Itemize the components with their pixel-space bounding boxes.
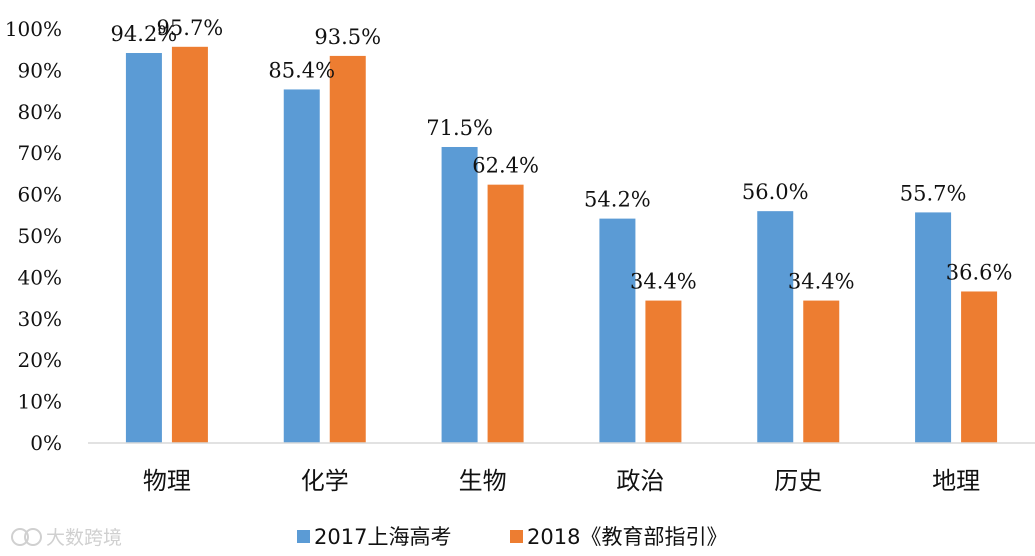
data-label-series-0-1: 85.4% — [268, 58, 335, 82]
y-tick-label: 70% — [18, 141, 62, 165]
data-label-series-1-5: 36.6% — [946, 260, 1013, 284]
bar-series-0-1 — [283, 89, 320, 443]
data-label-series-1-1: 93.5% — [314, 25, 381, 49]
watermark-logo-icon — [11, 528, 42, 546]
legend-swatch-series-1 — [510, 530, 523, 543]
y-tick-label: 10% — [18, 390, 62, 414]
data-label-series-0-3: 54.2% — [584, 188, 651, 212]
y-tick-label: 80% — [18, 100, 62, 124]
bar-series-1-2 — [487, 184, 524, 443]
data-labels: 94.2%95.7% 85.4% 93.5% 71.5% 62.4% 54.2% 34.4%… — [111, 16, 1013, 294]
y-tick-label: 40% — [18, 265, 62, 289]
y-tick-label: 30% — [18, 307, 62, 331]
bars — [125, 46, 998, 444]
bar-series-1-3 — [645, 300, 682, 443]
category-label: 生物 — [459, 467, 507, 495]
legend-label-series-1: 2018《教育部指引》 — [527, 525, 727, 549]
bar-series-0-2 — [441, 146, 478, 444]
category-label: 物理 — [143, 467, 191, 495]
category-labels: 物理 化学 生物 政治 历史 地理 — [143, 467, 980, 495]
category-label: 化学 — [301, 467, 349, 495]
y-tick-label: 0% — [30, 431, 62, 455]
data-label-series-0-2: 71.5% — [426, 116, 493, 140]
category-label: 政治 — [616, 467, 664, 495]
legend-label-series-0: 2017上海高考 — [314, 525, 451, 549]
category-label: 地理 — [932, 467, 980, 495]
legend-swatch-series-0 — [297, 530, 310, 543]
y-tick-label: 20% — [18, 348, 62, 372]
watermark: 大数跨境 — [11, 527, 122, 549]
data-label-series-1-2: 62.4% — [472, 154, 539, 178]
bar-series-0-4 — [757, 211, 794, 443]
bar-series-1-1 — [329, 55, 366, 443]
watermark-text: 大数跨境 — [46, 527, 122, 549]
data-label-series-1-3: 34.4% — [630, 270, 697, 294]
y-axis-ticks: 0% 10% 20% 30% 40% 50% 60% 70% 80% 90% 100% — [5, 17, 62, 455]
data-label-series-0-5: 55.7% — [900, 181, 967, 205]
y-tick-label: 60% — [18, 183, 62, 207]
bar-series-1-5 — [961, 291, 998, 443]
bar-series-0-3 — [599, 218, 636, 443]
data-label-series-0-4: 56.0% — [742, 180, 809, 204]
category-label: 历史 — [774, 467, 822, 495]
data-label-series-0-0: 94.2% — [111, 22, 178, 46]
bar-series-1-0 — [171, 46, 208, 443]
bar-series-0-5 — [915, 212, 952, 443]
y-tick-label: 90% — [18, 58, 62, 82]
data-label-series-1-0: 95.7% — [157, 16, 224, 40]
legend: 2017上海高考 2018《教育部指引》 — [297, 525, 727, 549]
y-tick-label: 100% — [5, 17, 62, 41]
bar-series-0-0 — [125, 53, 162, 444]
bar-series-1-4 — [803, 300, 840, 443]
data-label-series-1-4: 34.4% — [788, 270, 855, 294]
y-tick-label: 50% — [18, 224, 62, 248]
